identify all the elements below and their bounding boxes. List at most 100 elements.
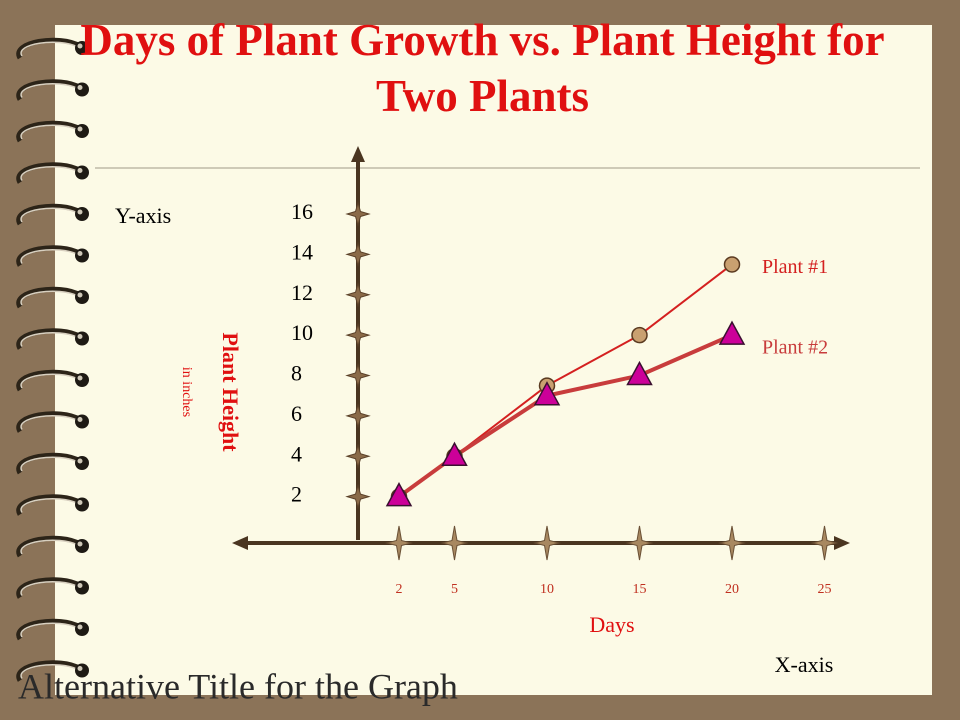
ring-hole [75, 622, 89, 636]
ring-hole [75, 248, 89, 263]
ring-loop [16, 369, 82, 392]
x-axis-label: Days [589, 612, 634, 637]
ring-hole-shine [77, 85, 83, 90]
ring-hole-shine [77, 334, 83, 339]
ring-loop-shine [20, 166, 79, 181]
ring-hole-shine [77, 417, 83, 422]
ring-loop-shine [20, 290, 79, 306]
x-tick-label: 10 [540, 582, 554, 597]
ring-hole-shine [77, 624, 83, 630]
x-tick-label: 15 [633, 582, 647, 597]
ring-hole-shine [77, 168, 83, 173]
binding-rings [16, 37, 89, 682]
ring-loop [16, 120, 82, 143]
ring-loop [16, 203, 82, 226]
ring-loop [16, 162, 82, 184]
y-tick-label: 14 [291, 239, 313, 264]
point-marker [631, 326, 648, 344]
chart-title: Days of Plant Growth vs. Plant Height fo… [80, 15, 885, 121]
y-tick-mark [345, 362, 371, 389]
ring-loop [16, 618, 82, 641]
x-tick-label: 2 [396, 582, 403, 597]
y-axis-note: Y-axis [115, 203, 171, 228]
y-tick-mark [345, 201, 371, 227]
y-tick-mark [345, 403, 371, 429]
ring-loop-shine [20, 622, 79, 638]
x-tick-label: 25 [818, 582, 832, 597]
ring-hole-shine [77, 458, 83, 464]
point-marker [533, 381, 561, 406]
ring-loop-shine [20, 249, 79, 264]
ring-loop-shine [20, 373, 79, 389]
x-axis-arrow [834, 536, 850, 550]
y-tick-mark [345, 322, 371, 348]
footer-title: Alternative Title for the Graph [18, 666, 458, 706]
ring-loop [16, 79, 82, 101]
y-axis-arrow [351, 146, 365, 162]
ring-loop [16, 660, 82, 682]
page-sheet [55, 25, 932, 695]
ring-hole-shine [77, 209, 83, 215]
ring-loop [16, 37, 82, 60]
point-marker [723, 256, 741, 273]
y-tick-mark [345, 241, 371, 268]
ring-loop [16, 577, 82, 599]
ring-hole-shine [77, 375, 83, 381]
ring-hole [75, 456, 89, 470]
y-tick-label: 16 [291, 199, 313, 224]
ring-hole-shine [77, 583, 83, 588]
x-axis-note: X-axis [775, 652, 834, 677]
ring-hole [75, 580, 89, 595]
x-tick-mark [385, 525, 413, 561]
y-tick-mark [345, 281, 371, 308]
series-label: Plant #1 [762, 256, 828, 278]
x-tick-mark [810, 525, 839, 561]
ring-hole [75, 414, 89, 429]
ring-hole [75, 497, 89, 512]
ring-loop-shine [20, 581, 79, 596]
y-axis-label-note: in inches [179, 367, 194, 417]
ring-loop-shine [20, 124, 79, 140]
ring-hole [75, 207, 89, 221]
ring-hole [75, 290, 89, 304]
ring-hole [75, 165, 89, 180]
x-tick-mark [440, 525, 469, 561]
ring-hole [75, 124, 89, 138]
y-tick-label: 4 [291, 441, 302, 466]
ring-hole-shine [77, 292, 83, 298]
ring-loop [16, 245, 82, 267]
ring-hole-shine [77, 251, 83, 256]
y-tick-mark [345, 443, 371, 470]
x-tick-label: 5 [451, 582, 458, 597]
ring-loop [16, 286, 82, 309]
y-tick-label: 8 [291, 361, 302, 386]
y-tick-label: 12 [291, 280, 313, 305]
ring-loop [16, 328, 82, 350]
ring-hole-shine [77, 43, 83, 49]
ring-hole [75, 331, 89, 346]
ring-hole [75, 539, 89, 553]
x-axis-arrow [232, 536, 248, 550]
ring-loop-shine [20, 41, 79, 57]
ring-hole [75, 373, 89, 387]
ring-hole-shine [77, 126, 83, 132]
ring-loop [16, 452, 82, 475]
ring-loop-shine [20, 207, 79, 223]
x-tick-mark [718, 525, 746, 561]
x-tick-mark [533, 525, 561, 561]
point-marker [385, 482, 413, 507]
ring-loop-shine [20, 456, 79, 472]
x-tick-label: 20 [725, 582, 739, 597]
x-tick-mark [625, 525, 654, 561]
ring-loop-shine [20, 664, 79, 679]
y-tick-label: 2 [291, 482, 302, 507]
y-axis-label: Plant Height [218, 332, 243, 452]
ring-loop [16, 494, 82, 516]
y-tick-mark [345, 483, 371, 510]
ring-hole-shine [77, 541, 83, 547]
ring-hole-shine [77, 666, 83, 671]
series-label: Plant #2 [762, 337, 828, 359]
ring-loop-shine [20, 83, 79, 98]
